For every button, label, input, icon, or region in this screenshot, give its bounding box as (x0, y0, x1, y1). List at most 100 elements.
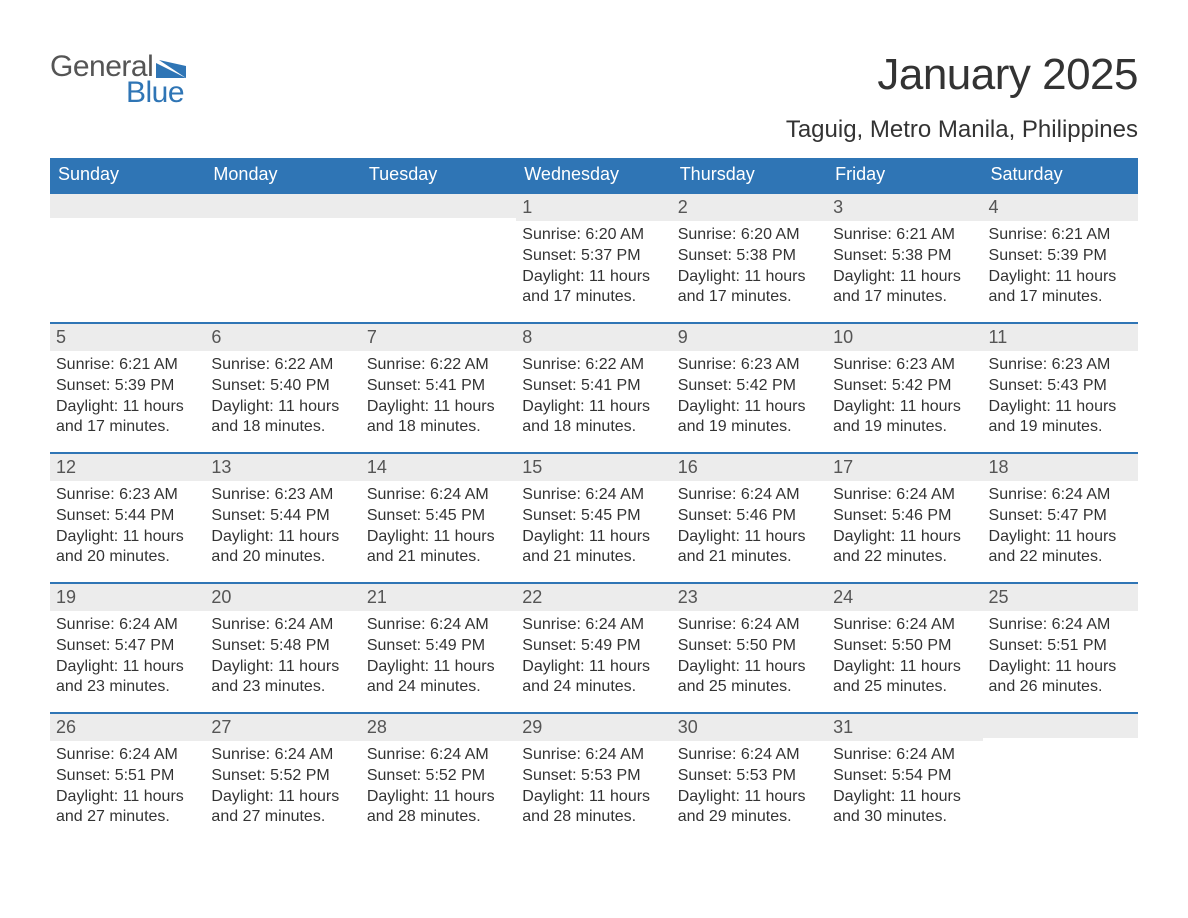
day-body: Sunrise: 6:24 AMSunset: 5:47 PMDaylight:… (983, 481, 1138, 572)
sunrise-text: Sunrise: 6:23 AM (211, 485, 354, 506)
sunset-text: Sunset: 5:51 PM (56, 766, 199, 787)
sunset-text: Sunset: 5:42 PM (678, 376, 821, 397)
daylight-text: Daylight: 11 hours and 21 minutes. (367, 527, 510, 569)
daylight-text: Daylight: 11 hours and 28 minutes. (522, 787, 665, 829)
sunrise-text: Sunrise: 6:24 AM (56, 745, 199, 766)
day-cell: 11Sunrise: 6:23 AMSunset: 5:43 PMDayligh… (983, 324, 1138, 452)
day-cell: 19Sunrise: 6:24 AMSunset: 5:47 PMDayligh… (50, 584, 205, 712)
day-body: Sunrise: 6:24 AMSunset: 5:51 PMDaylight:… (50, 741, 205, 832)
sunrise-text: Sunrise: 6:24 AM (211, 615, 354, 636)
sunrise-text: Sunrise: 6:22 AM (367, 355, 510, 376)
daylight-text: Daylight: 11 hours and 19 minutes. (833, 397, 976, 439)
daylight-text: Daylight: 11 hours and 28 minutes. (367, 787, 510, 829)
day-cell: 10Sunrise: 6:23 AMSunset: 5:42 PMDayligh… (827, 324, 982, 452)
daylight-text: Daylight: 11 hours and 17 minutes. (989, 267, 1132, 309)
sunset-text: Sunset: 5:40 PM (211, 376, 354, 397)
day-cell: 8Sunrise: 6:22 AMSunset: 5:41 PMDaylight… (516, 324, 671, 452)
sunrise-text: Sunrise: 6:24 AM (211, 745, 354, 766)
sunset-text: Sunset: 5:52 PM (367, 766, 510, 787)
daylight-text: Daylight: 11 hours and 27 minutes. (56, 787, 199, 829)
weekday-header: Friday (827, 158, 982, 192)
day-body: Sunrise: 6:21 AMSunset: 5:39 PMDaylight:… (50, 351, 205, 442)
daylight-text: Daylight: 11 hours and 19 minutes. (989, 397, 1132, 439)
day-body: Sunrise: 6:24 AMSunset: 5:49 PMDaylight:… (361, 611, 516, 702)
week-row: 5Sunrise: 6:21 AMSunset: 5:39 PMDaylight… (50, 322, 1138, 452)
daylight-text: Daylight: 11 hours and 29 minutes. (678, 787, 821, 829)
day-number: 16 (672, 454, 827, 481)
daylight-text: Daylight: 11 hours and 25 minutes. (833, 657, 976, 699)
sunrise-text: Sunrise: 6:24 AM (989, 615, 1132, 636)
day-number: 6 (205, 324, 360, 351)
day-cell: 12 Sunrise: 6:23 AMSunset: 5:44 PMDayligh… (50, 454, 205, 582)
sunset-text: Sunset: 5:48 PM (211, 636, 354, 657)
day-number: 23 (672, 584, 827, 611)
day-body: Sunrise: 6:24 AMSunset: 5:52 PMDaylight:… (361, 741, 516, 832)
daylight-text: Daylight: 11 hours and 20 minutes. (56, 527, 199, 569)
daylight-text: Daylight: 11 hours and 21 minutes. (678, 527, 821, 569)
day-number (361, 194, 516, 218)
day-number: 12 (50, 454, 205, 481)
week-row: 19Sunrise: 6:24 AMSunset: 5:47 PMDayligh… (50, 582, 1138, 712)
logo-mark-icon (156, 60, 186, 83)
daylight-text: Daylight: 11 hours and 23 minutes. (56, 657, 199, 699)
sunset-text: Sunset: 5:43 PM (989, 376, 1132, 397)
sunset-text: Sunset: 5:41 PM (367, 376, 510, 397)
day-body: Sunrise: 6:23 AMSunset: 5:43 PMDaylight:… (983, 351, 1138, 442)
day-body: Sunrise: 6:24 AMSunset: 5:52 PMDaylight:… (205, 741, 360, 832)
day-body: Sunrise: 6:23 AMSunset: 5:42 PMDaylight:… (672, 351, 827, 442)
day-number: 24 (827, 584, 982, 611)
day-number: 19 (50, 584, 205, 611)
sunset-text: Sunset: 5:42 PM (833, 376, 976, 397)
sunset-text: Sunset: 5:39 PM (56, 376, 199, 397)
week-row: 1Sunrise: 6:20 AMSunset: 5:37 PMDaylight… (50, 192, 1138, 322)
sunrise-text: Sunrise: 6:21 AM (56, 355, 199, 376)
weekday-header: Wednesday (516, 158, 671, 192)
day-cell (983, 714, 1138, 842)
day-number: 2 (672, 194, 827, 221)
day-number: 1 (516, 194, 671, 221)
page-header: General Blue January 2025 Taguig, Metro … (50, 50, 1138, 144)
day-body: Sunrise: 6:24 AMSunset: 5:50 PMDaylight:… (672, 611, 827, 702)
sunrise-text: Sunrise: 6:24 AM (989, 485, 1132, 506)
sunset-text: Sunset: 5:53 PM (522, 766, 665, 787)
day-cell: 15Sunrise: 6:24 AMSunset: 5:45 PMDayligh… (516, 454, 671, 582)
sunrise-text: Sunrise: 6:24 AM (833, 615, 976, 636)
title-block: January 2025 Taguig, Metro Manila, Phili… (786, 50, 1138, 144)
sunrise-text: Sunrise: 6:22 AM (211, 355, 354, 376)
sunset-text: Sunset: 5:47 PM (989, 506, 1132, 527)
day-cell: 22Sunrise: 6:24 AMSunset: 5:49 PMDayligh… (516, 584, 671, 712)
day-cell: 7 Sunrise: 6:22 AMSunset: 5:41 PMDaylight… (361, 324, 516, 452)
daylight-text: Daylight: 11 hours and 18 minutes. (367, 397, 510, 439)
day-number: 31 (827, 714, 982, 741)
sunrise-text: Sunrise: 6:20 AM (522, 225, 665, 246)
day-number: 4 (983, 194, 1138, 221)
day-cell: 18Sunrise: 6:24 AMSunset: 5:47 PMDayligh… (983, 454, 1138, 582)
sunrise-text: Sunrise: 6:23 AM (56, 485, 199, 506)
day-cell: 27Sunrise: 6:24 AMSunset: 5:52 PMDayligh… (205, 714, 360, 842)
sunset-text: Sunset: 5:37 PM (522, 246, 665, 267)
day-cell: 5Sunrise: 6:21 AMSunset: 5:39 PMDaylight… (50, 324, 205, 452)
sunset-text: Sunset: 5:50 PM (678, 636, 821, 657)
day-cell: 20Sunrise: 6:24 AMSunset: 5:48 PMDayligh… (205, 584, 360, 712)
day-number: 27 (205, 714, 360, 741)
daylight-text: Daylight: 11 hours and 24 minutes. (522, 657, 665, 699)
daylight-text: Daylight: 11 hours and 17 minutes. (522, 267, 665, 309)
sunrise-text: Sunrise: 6:20 AM (678, 225, 821, 246)
daylight-text: Daylight: 11 hours and 17 minutes. (833, 267, 976, 309)
day-body: Sunrise: 6:24 AMSunset: 5:51 PMDaylight:… (983, 611, 1138, 702)
logo: General Blue (50, 50, 186, 110)
sunrise-text: Sunrise: 6:24 AM (678, 485, 821, 506)
day-number: 7 (361, 324, 516, 351)
weekday-header: Monday (205, 158, 360, 192)
sunset-text: Sunset: 5:44 PM (56, 506, 199, 527)
day-cell: 21Sunrise: 6:24 AMSunset: 5:49 PMDayligh… (361, 584, 516, 712)
day-body: Sunrise: 6:24 AMSunset: 5:54 PMDaylight:… (827, 741, 982, 832)
daylight-text: Daylight: 11 hours and 23 minutes. (211, 657, 354, 699)
daylight-text: Daylight: 11 hours and 18 minutes. (211, 397, 354, 439)
sunset-text: Sunset: 5:38 PM (833, 246, 976, 267)
sunrise-text: Sunrise: 6:21 AM (989, 225, 1132, 246)
day-number: 11 (983, 324, 1138, 351)
day-body: Sunrise: 6:24 AMSunset: 5:45 PMDaylight:… (361, 481, 516, 572)
sunrise-text: Sunrise: 6:23 AM (989, 355, 1132, 376)
day-number: 3 (827, 194, 982, 221)
